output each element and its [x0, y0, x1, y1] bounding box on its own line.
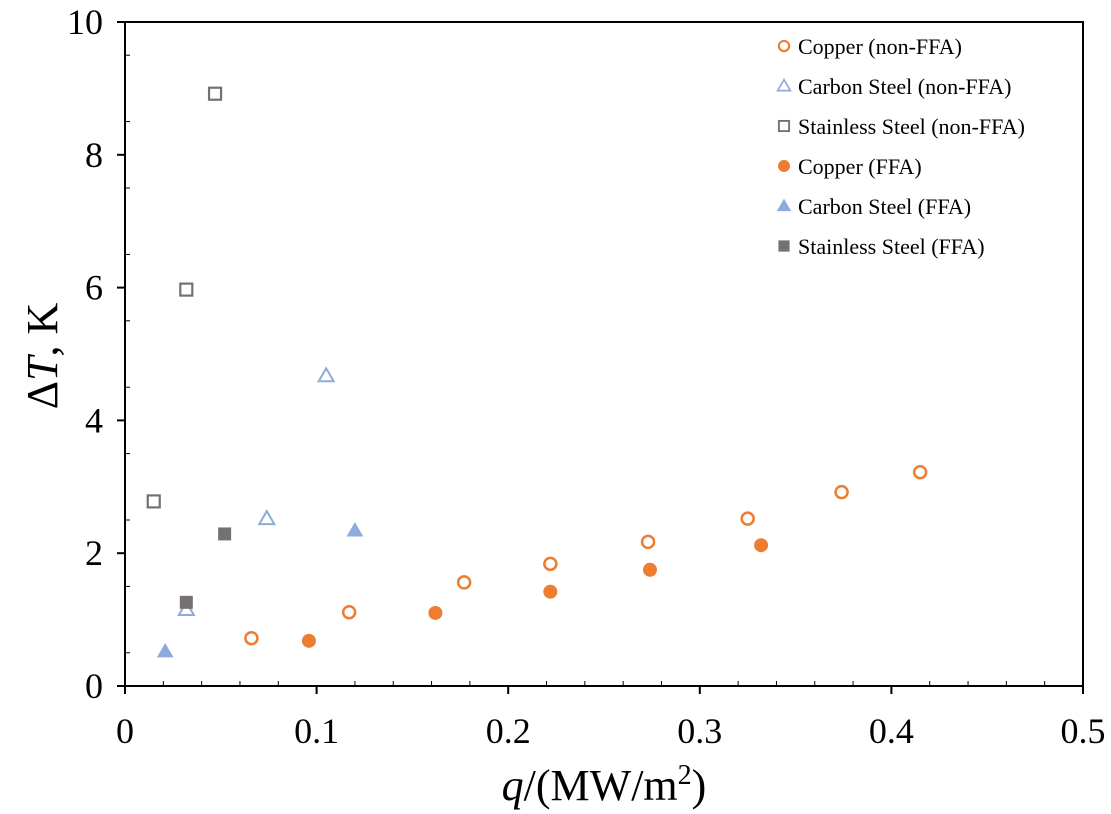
- legend-marker-carbon-steel-non-ffa: [776, 77, 792, 92]
- copper-non-ffa-point: [456, 575, 472, 590]
- copper-ffa-point: [301, 633, 316, 648]
- legend-marker-copper-non-ffa: [777, 39, 791, 53]
- y-tick-label: 8: [85, 135, 103, 175]
- copper-non-ffa-point: [640, 534, 656, 550]
- stainless-steel-non-ffa-point: [146, 494, 161, 509]
- legend-label-copper-ffa: Copper (FFA): [798, 154, 922, 179]
- legend-label-copper-non-ffa: Copper (non-FFA): [798, 34, 962, 59]
- legend-marker-carbon-steel-ffa: [776, 198, 792, 212]
- carbon-steel-non-ffa-point: [316, 366, 336, 383]
- legend-marker-copper-ffa: [778, 160, 790, 172]
- x-axis-title: q/(MW/m2): [502, 760, 707, 810]
- y-tick-label: 4: [85, 400, 103, 440]
- copper-ffa-point: [642, 562, 657, 577]
- legend-label-stainless-steel-non-ffa: Stainless Steel (non-FFA): [798, 114, 1025, 139]
- y-tick-label: 10: [67, 2, 103, 42]
- x-tick-label: 0.2: [486, 711, 531, 751]
- legend-marker-stainless-steel-ffa: [778, 240, 790, 252]
- y-axis-ticks: 0 2 4 6 8 10: [67, 2, 130, 706]
- x-tick-label: 0.1: [294, 711, 339, 751]
- copper-non-ffa-point: [244, 630, 259, 646]
- x-axis-ticks: 0 0.1 0.2 0.3 0.4 0.5: [116, 681, 1106, 751]
- stainless-steel-non-ffa-point: [179, 282, 194, 297]
- stainless-steel-non-ffa-point: [207, 86, 223, 101]
- copper-non-ffa-point: [834, 484, 849, 500]
- copper-non-ffa-point: [341, 605, 357, 620]
- x-tick-label: 0.5: [1061, 711, 1106, 751]
- plot-area-frame: [124, 21, 1084, 687]
- data-points: [146, 86, 928, 658]
- stainless-steel-ffa-point: [179, 595, 193, 609]
- stainless-steel-ffa-point: [218, 527, 232, 541]
- legend-label-stainless-steel-ffa: Stainless Steel (FFA): [798, 234, 985, 259]
- carbon-steel-ffa-point: [346, 522, 364, 537]
- copper-ffa-point: [543, 584, 558, 599]
- x-tick-label: 0.3: [677, 711, 722, 751]
- x-tick-label: 0.4: [869, 711, 914, 751]
- carbon-steel-non-ffa-point: [257, 509, 277, 526]
- legend-label-carbon-steel-ffa: Carbon Steel (FFA): [798, 194, 971, 219]
- x-tick-label: 0: [116, 711, 134, 751]
- copper-non-ffa-point: [543, 556, 558, 572]
- legend-label-carbon-steel-non-ffa: Carbon Steel (non-FFA): [798, 74, 1011, 99]
- legend: Copper (non-FFA) Carbon Steel (non-FFA) St…: [776, 34, 1025, 259]
- y-axis-title: ΔT, K: [18, 303, 67, 410]
- copper-ffa-point: [428, 605, 443, 620]
- legend-marker-stainless-steel-non-ffa: [777, 119, 791, 133]
- copper-non-ffa-point: [912, 464, 928, 480]
- y-tick-label: 2: [85, 533, 103, 573]
- y-tick-label: 0: [85, 666, 103, 706]
- y-tick-label: 6: [85, 268, 103, 308]
- copper-ffa-point: [754, 538, 769, 553]
- carbon-steel-ffa-point: [156, 642, 174, 658]
- copper-non-ffa-point: [740, 511, 755, 526]
